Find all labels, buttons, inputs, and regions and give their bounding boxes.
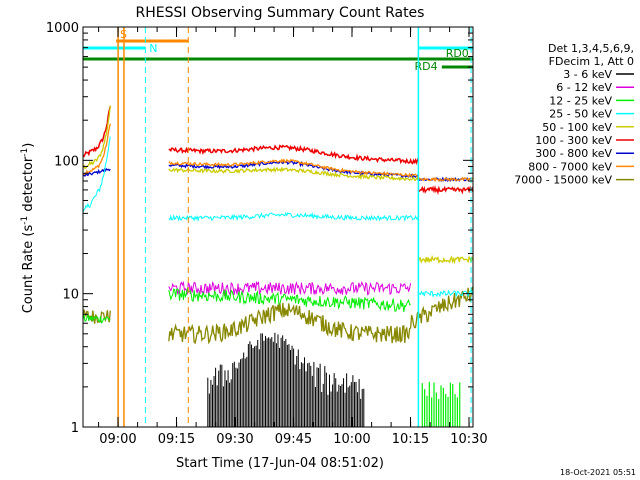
series-trace [168, 166, 419, 182]
series-trace [418, 289, 474, 298]
series-trace [168, 158, 474, 183]
legend-header-line-1: Det 1,3,4,5,6,9, [548, 42, 634, 55]
series-trace [82, 167, 111, 177]
legend-header-line-2: FDecim 1, Att 0 [549, 55, 634, 68]
x-tick-label: 09:15 [158, 432, 195, 447]
y-tick-label: 1 [71, 421, 79, 436]
y-tick-label: 1000 [46, 21, 79, 36]
y-tick-label: 100 [54, 154, 79, 169]
axis-layer: 09:00 09:15 09:30 09:45 10:00 10:15 10:30 1 10 10… [46, 21, 488, 447]
legend-label: 12 - 25 keV [549, 94, 612, 107]
series-trace [168, 280, 412, 297]
legend-label: 25 - 50 keV [549, 108, 612, 121]
legend-label: 300 - 800 keV [535, 147, 612, 160]
legend-label: 50 - 100 keV [542, 121, 612, 134]
flag-label: RD4 [415, 60, 438, 73]
y-axis-label: Count Rate (s-1 detector-1) [20, 143, 36, 314]
data-layer [82, 105, 474, 427]
legend-label: 800 - 7000 keV [528, 160, 612, 173]
series-trace [417, 254, 474, 265]
footer-date: 18-Oct-2021 05:51 [560, 468, 636, 477]
series-trace [168, 286, 474, 345]
series-trace [168, 144, 420, 166]
series-trace [418, 185, 474, 195]
x-tick-label: 09:00 [99, 432, 136, 447]
flag-layer: SNRD0RD4 [83, 27, 473, 427]
x-axis-label: Start Time (17-Jun-04 08:51:02) [176, 456, 384, 471]
flag-label: RD0 [446, 47, 469, 60]
x-tick-label: 10:30 [450, 432, 487, 447]
chart-title: RHESSI Observing Summary Count Rates [136, 5, 425, 21]
series-trace [82, 123, 111, 176]
series-trace [168, 286, 411, 313]
plot-frame [82, 26, 474, 428]
series-trace [82, 136, 111, 213]
y-tick-label: 10 [62, 288, 79, 303]
series-trace [82, 314, 111, 324]
x-tick-label: 09:45 [275, 432, 312, 447]
series-trace [168, 211, 419, 223]
x-tick-label: 10:15 [392, 432, 429, 447]
legend-label: 3 - 6 keV [563, 68, 612, 81]
legend-label: 7000 - 15000 keV [514, 174, 612, 187]
flag-label: N [149, 42, 157, 55]
legend-label: 100 - 300 keV [535, 134, 612, 147]
legend-label: 6 - 12 keV [556, 81, 612, 94]
series-trace [82, 106, 112, 158]
x-tick-label: 10:00 [333, 432, 370, 447]
x-tick-label: 09:30 [216, 432, 253, 447]
